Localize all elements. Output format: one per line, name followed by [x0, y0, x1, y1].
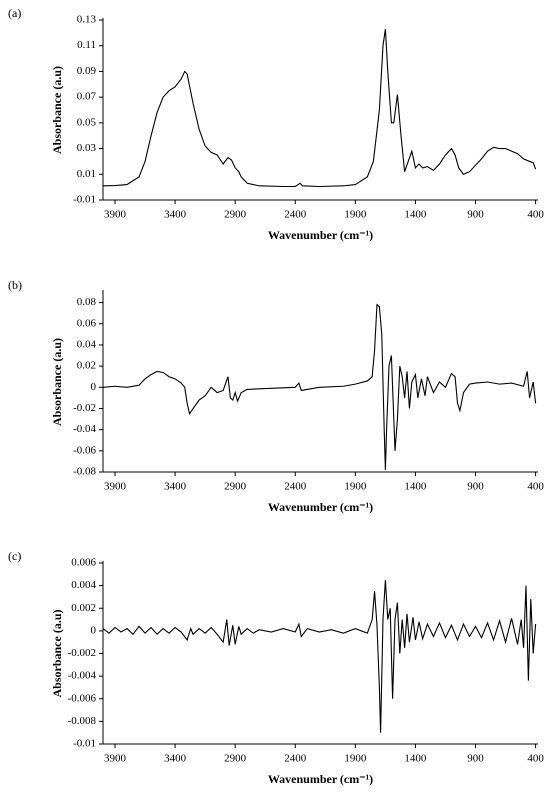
x-tick-label: 3900: [104, 481, 127, 493]
y-tick-label: 0.006: [71, 557, 96, 569]
x-tick-label: 900: [467, 753, 484, 765]
y-tick-label: 0.08: [77, 296, 97, 308]
x-axis-label: Wavenumber (cm⁻¹): [268, 500, 373, 514]
y-tick-label: 0.01: [77, 168, 96, 180]
y-tick-label: 0.11: [77, 39, 96, 51]
y-tick-label: -0.008: [68, 715, 97, 727]
x-tick-label: 3400: [164, 753, 187, 765]
x-tick-label: 2900: [224, 481, 247, 493]
y-axis-label: Absorbance (a.u): [50, 66, 64, 154]
y-tick-label: 0: [91, 381, 97, 393]
spectrum-line: [102, 28, 537, 188]
y-tick-label: 0.004: [71, 579, 96, 591]
x-tick-label: 2400: [284, 209, 307, 221]
x-tick-label: 3900: [104, 753, 127, 765]
y-tick-label: -0.02: [73, 402, 96, 414]
x-tick-label: 1900: [344, 481, 367, 493]
x-axis-label: Wavenumber (cm⁻¹): [268, 772, 373, 786]
y-tick-label: 0.002: [71, 602, 96, 614]
y-axis-label: Absorbance (a.u): [50, 338, 64, 426]
y-tick-label: 0.03: [77, 142, 97, 154]
y-axis-label: Absorbance (a.u): [50, 609, 64, 697]
y-tick-label: -0.01: [73, 194, 96, 206]
x-tick-label: 1400: [404, 481, 427, 493]
x-tick-label: 400: [527, 209, 544, 221]
x-tick-label: 3400: [164, 209, 187, 221]
spectrum-line: [102, 579, 537, 733]
x-tick-label: 2900: [224, 753, 247, 765]
x-tick-label: 400: [527, 753, 544, 765]
x-tick-label: 900: [467, 481, 484, 493]
x-tick-label: 1900: [344, 753, 367, 765]
x-tick-label: 400: [527, 481, 544, 493]
y-tick-label: 0.04: [77, 338, 97, 350]
y-tick-label: -0.01: [73, 738, 96, 750]
y-tick-label: -0.06: [73, 444, 96, 456]
x-tick-label: 2900: [224, 209, 247, 221]
spectrum-line: [102, 303, 537, 470]
x-tick-label: 2400: [284, 753, 307, 765]
panel-label: (c): [8, 549, 21, 563]
x-tick-label: 1400: [404, 209, 427, 221]
y-tick-label: 0: [91, 624, 97, 636]
y-tick-label: 0.02: [77, 360, 96, 372]
panel-label: (b): [8, 278, 22, 292]
y-tick-label: -0.04: [73, 423, 96, 435]
x-tick-label: 2400: [284, 481, 307, 493]
x-tick-label: 900: [467, 209, 484, 221]
x-axis-label: Wavenumber (cm⁻¹): [268, 228, 373, 242]
y-tick-label: 0.05: [77, 116, 97, 128]
y-tick-label: -0.004: [68, 670, 97, 682]
y-tick-label: -0.006: [68, 692, 97, 704]
y-tick-label: 0.13: [77, 14, 97, 26]
y-tick-label: -0.002: [68, 647, 96, 659]
panel-label: (a): [8, 6, 21, 20]
x-tick-label: 3400: [164, 481, 187, 493]
x-tick-label: 3900: [104, 209, 127, 221]
y-tick-label: 0.07: [77, 91, 97, 103]
y-tick-label: -0.08: [73, 466, 96, 478]
y-tick-label: 0.09: [77, 65, 97, 77]
x-tick-label: 1900: [344, 209, 367, 221]
x-tick-label: 1400: [404, 753, 427, 765]
y-tick-label: 0.06: [77, 317, 97, 329]
